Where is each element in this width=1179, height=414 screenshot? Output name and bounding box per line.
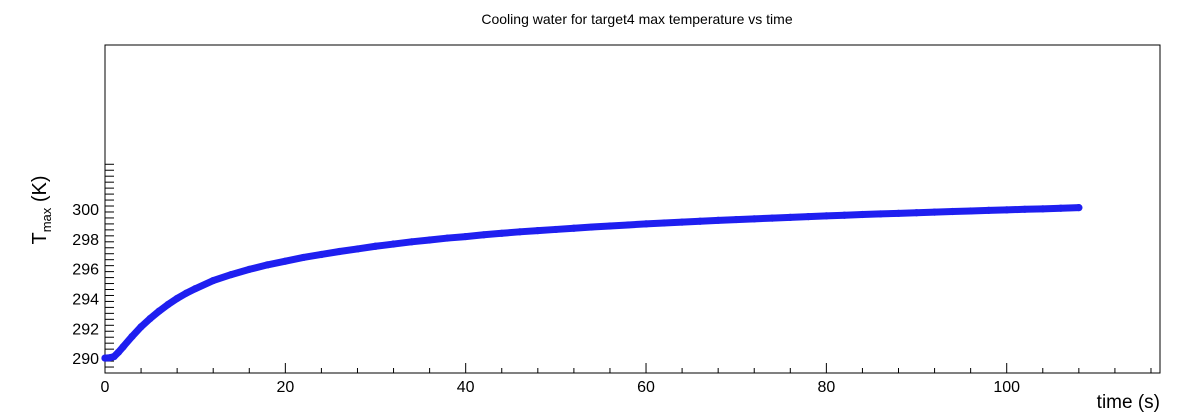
data-point <box>173 294 181 303</box>
y-tick-label: 296 <box>72 262 99 279</box>
x-tick-label: 100 <box>993 379 1020 396</box>
y-axis-label-symbol: T <box>29 232 51 244</box>
x-tick-label: 0 <box>101 379 110 396</box>
data-point <box>858 210 867 219</box>
data-point <box>407 238 416 246</box>
data-point <box>480 231 488 239</box>
data-point <box>245 265 253 273</box>
data-point <box>426 236 434 244</box>
data-point <box>516 228 524 236</box>
plot-frame <box>104 44 1161 374</box>
data-point <box>732 215 740 224</box>
data-point <box>371 242 380 250</box>
data-point <box>570 224 578 232</box>
data-point <box>534 227 542 235</box>
data-point <box>714 216 722 224</box>
data-point <box>110 353 118 361</box>
y-axis-label-unit: (K) <box>29 176 51 208</box>
data-point <box>660 219 668 227</box>
data-point <box>894 209 903 217</box>
data-point <box>498 229 506 237</box>
data-point <box>128 332 136 341</box>
y-tick-label: 294 <box>72 291 99 308</box>
y-tick-label: 290 <box>72 351 99 368</box>
data-point <box>750 215 758 223</box>
data-point <box>263 261 271 269</box>
data-point <box>696 217 704 225</box>
data-point <box>227 271 235 279</box>
data-point <box>191 285 199 293</box>
data-point <box>444 234 452 242</box>
data-series <box>101 204 1083 362</box>
data-point <box>840 211 849 219</box>
data-point <box>119 343 127 351</box>
y-axis: 290 292 294 296 298 300 <box>72 163 114 374</box>
chart-title: Cooling water for target4 max temperatur… <box>481 11 792 27</box>
data-point <box>182 289 190 297</box>
data-point <box>114 348 123 356</box>
data-point <box>930 208 939 216</box>
data-point <box>462 232 470 241</box>
data-point <box>678 218 686 226</box>
data-point <box>146 314 154 323</box>
data-point <box>317 250 326 259</box>
data-point <box>912 209 921 217</box>
data-point <box>1003 206 1011 214</box>
data-point <box>281 257 289 265</box>
data-point <box>164 300 172 309</box>
data-point <box>588 223 596 231</box>
x-tick-label: 20 <box>276 379 294 396</box>
data-point <box>155 307 163 315</box>
data-point <box>335 247 344 256</box>
data-point <box>1021 205 1029 213</box>
data-point <box>768 214 776 222</box>
data-point <box>299 253 307 262</box>
data-point <box>786 213 794 221</box>
data-point <box>137 323 145 331</box>
y-tick-label: 300 <box>72 202 99 219</box>
y-tick-label: 298 <box>72 232 99 249</box>
x-axis: 0 20 40 60 80 100 <box>101 363 1152 396</box>
data-point <box>949 207 957 216</box>
x-tick-label: 60 <box>637 379 655 396</box>
data-point <box>624 221 632 229</box>
data-point <box>1057 204 1065 212</box>
data-point <box>353 245 362 253</box>
data-point <box>822 212 830 220</box>
data-point <box>876 210 885 218</box>
data-point <box>985 206 993 214</box>
data-point <box>606 222 614 230</box>
data-point <box>967 207 975 215</box>
data-point <box>552 225 560 234</box>
data-point <box>1039 205 1047 213</box>
x-axis-label: time (s) <box>1097 392 1160 413</box>
data-point <box>389 240 398 248</box>
y-tick-label: 292 <box>72 321 99 338</box>
data-point <box>804 213 812 221</box>
data-point <box>1075 204 1083 212</box>
y-axis-label-subscript: max <box>39 207 54 232</box>
data-point <box>209 276 217 285</box>
x-tick-label: 40 <box>457 379 475 396</box>
y-axis-label: Tmax (K) <box>29 176 54 245</box>
data-point <box>642 220 650 228</box>
x-tick-label: 80 <box>817 379 835 396</box>
